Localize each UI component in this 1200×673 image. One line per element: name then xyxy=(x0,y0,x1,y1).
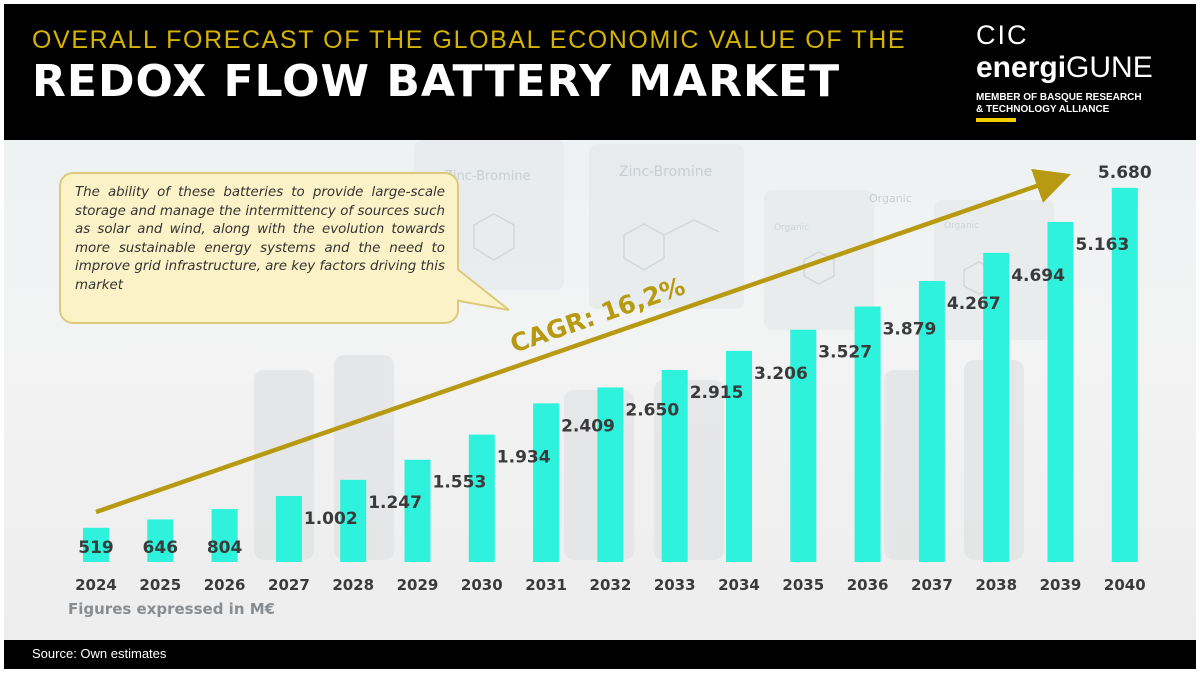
value-label-2033: 2.915 xyxy=(690,383,744,403)
chart-subtitle: OVERALL FORECAST OF THE GLOBAL ECONOMIC … xyxy=(32,26,907,54)
value-label-2027: 1.002 xyxy=(304,509,358,529)
x-tick-2031: 2031 xyxy=(525,576,567,594)
logo-cic-text: CIC xyxy=(976,20,1029,50)
bar-2024 xyxy=(83,527,109,562)
bar-2038 xyxy=(983,252,1010,562)
bar-2036 xyxy=(854,306,881,562)
value-label-2026: 804 xyxy=(207,538,243,558)
value-label-2032: 2.650 xyxy=(625,400,679,420)
x-tick-2028: 2028 xyxy=(332,576,374,594)
value-label-2029: 1.553 xyxy=(433,473,487,493)
bg-label-zinc-bromine-1: Zinc-Bromine xyxy=(444,169,531,184)
x-tick-2027: 2027 xyxy=(268,576,310,594)
x-tick-2029: 2029 xyxy=(397,576,439,594)
value-label-2034: 3.206 xyxy=(754,364,808,384)
bar-2031 xyxy=(533,403,560,562)
value-label-2038: 4.694 xyxy=(1011,266,1065,286)
bar-2029 xyxy=(404,459,431,562)
bar-chart: CAGR: 16,2% 519 646 8041.0021.2471.5531.93… xyxy=(68,163,1152,618)
chart-area: Zinc-Bromine Zinc-Bromine Organic Organi… xyxy=(4,140,1196,640)
x-tick-2026: 2026 xyxy=(204,576,246,594)
bar-2034 xyxy=(726,350,752,562)
bar-2028 xyxy=(340,479,367,562)
bar-2032 xyxy=(597,387,624,562)
cagr-trend-arrow xyxy=(95,168,1072,515)
value-label-2039: 5.163 xyxy=(1076,235,1130,255)
bar-2035 xyxy=(790,329,817,562)
logo-member-text: MEMBER OF BASQUE RESEARCH & TECHNOLOGY A… xyxy=(976,92,1142,115)
x-tick-2025: 2025 xyxy=(139,576,181,594)
bg-label-zinc-bromine-2: Zinc-Bromine xyxy=(619,164,712,180)
value-label-2037: 4.267 xyxy=(947,294,1001,314)
value-label-2028: 1.247 xyxy=(368,493,422,513)
logo-brand-text: energiGUNE xyxy=(976,51,1153,85)
x-tick-2033: 2033 xyxy=(654,576,696,594)
value-label-2035: 3.527 xyxy=(818,343,872,363)
logo-brand-bold: energi xyxy=(976,51,1067,84)
bar-2040 xyxy=(1111,187,1138,562)
x-tick-2040: 2040 xyxy=(1104,576,1146,594)
chart-title: REDOX FLOW BATTERY MARKET xyxy=(32,56,841,107)
x-tick-2030: 2030 xyxy=(461,576,503,594)
x-tick-2035: 2035 xyxy=(782,576,824,594)
bar-2037 xyxy=(918,280,945,562)
bg-label-organic-2: Organic xyxy=(774,223,809,233)
source-note: Source: Own estimates xyxy=(32,646,167,661)
bar-2027 xyxy=(275,496,302,562)
x-tick-2036: 2036 xyxy=(847,576,889,594)
units-note: Figures expressed in M€ xyxy=(68,600,275,618)
value-label-2024: 519 xyxy=(78,538,114,558)
cic-energigune-logo: CIC energiGUNE MEMBER OF BASQUE RESEARCH… xyxy=(976,18,1186,130)
logo-brand-rest: GUNE xyxy=(1066,51,1153,84)
bar-2030 xyxy=(468,434,495,562)
callout-pointer xyxy=(448,266,510,311)
bg-label-organic-1: Organic xyxy=(869,192,912,205)
bar-2039 xyxy=(1047,221,1074,562)
bar-2026 xyxy=(211,509,238,562)
value-label-2030: 1.934 xyxy=(497,448,551,468)
callout-box: The ability of these batteries to provid… xyxy=(59,172,459,324)
x-tick-2039: 2039 xyxy=(1040,576,1082,594)
x-tick-2034: 2034 xyxy=(718,576,760,594)
x-tick-2038: 2038 xyxy=(975,576,1017,594)
value-label-2040: 5.680 xyxy=(1098,163,1152,183)
footer: Source: Own estimates xyxy=(4,640,1196,669)
x-tick-2032: 2032 xyxy=(590,576,632,594)
bg-label-organic-3: Organic xyxy=(944,221,979,231)
bar-2033 xyxy=(661,370,688,562)
x-tick-2037: 2037 xyxy=(911,576,953,594)
value-label-2036: 3.879 xyxy=(883,320,937,340)
value-label-2031: 2.409 xyxy=(561,416,615,436)
x-tick-2024: 2024 xyxy=(75,576,117,594)
header: OVERALL FORECAST OF THE GLOBAL ECONOMIC … xyxy=(4,4,1196,140)
value-label-2025: 646 xyxy=(143,538,179,558)
logo-accent-bar xyxy=(976,118,1016,122)
bar-2025 xyxy=(147,519,174,562)
